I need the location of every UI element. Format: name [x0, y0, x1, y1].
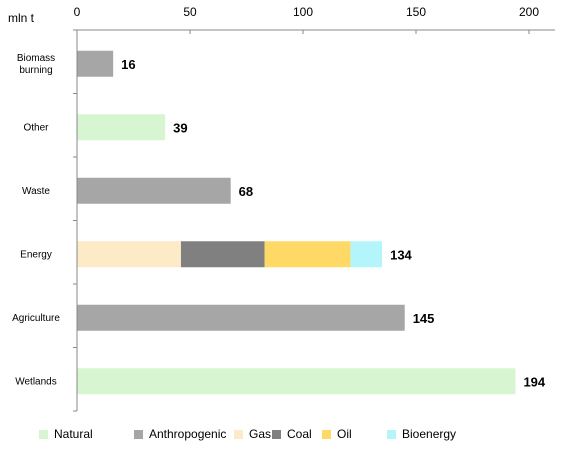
x-tick-label: 150: [406, 5, 426, 19]
legend-label: Oil: [337, 427, 352, 441]
legend-label: Coal: [287, 427, 312, 441]
legend-item-bioenergy: Bioenergy: [387, 424, 456, 444]
category-label: Other: [23, 122, 49, 133]
value-label: 145: [413, 311, 435, 326]
legend-swatch: [39, 429, 48, 439]
legend-item-gas: Gas: [234, 424, 271, 444]
value-label: 16: [121, 57, 135, 72]
category-label: Biomass burning: [17, 53, 55, 76]
legend-item-natural: Natural: [39, 424, 93, 444]
x-axis: 0 50 100 150 200: [74, 5, 539, 34]
legend-item-anthropogenic: Anthropogenic: [134, 424, 226, 444]
x-tick-label: 0: [74, 5, 81, 19]
bar-anthropogenic-biomass-burning: [77, 50, 114, 77]
category-label: Energy: [20, 249, 52, 260]
unit-label: mln t: [8, 11, 35, 25]
x-tick-label: 200: [519, 5, 539, 19]
bar-natural-wetlands: [77, 368, 516, 395]
category-labels: Biomass burning Other Waste Energy Agricultur…: [12, 53, 60, 388]
legend-swatch: [234, 429, 243, 439]
x-tick-label: 100: [293, 5, 313, 19]
value-label: 194: [523, 374, 545, 389]
bar-oil-energy: [264, 241, 351, 268]
legend-label: Anthropogenic: [149, 427, 227, 441]
legend-item-oil: Oil: [322, 424, 352, 444]
y-axis-ticks: [73, 29, 77, 412]
value-label: 68: [239, 184, 253, 199]
bar-gas-energy: [77, 241, 181, 268]
legend-label: Natural: [54, 427, 93, 441]
value-label: 134: [390, 247, 412, 262]
legend-swatch: [322, 429, 331, 439]
bar-bioenergy-energy: [350, 241, 383, 268]
legend-label: Gas: [249, 427, 272, 441]
bars-group: [77, 50, 516, 395]
legend: Natural Anthropogenic Gas Coal Oil Bioenergy: [0, 424, 575, 446]
legend-label: Bioenergy: [402, 427, 457, 441]
legend-swatch: [272, 429, 281, 439]
legend-item-coal: Coal: [272, 424, 312, 444]
legend-swatch: [387, 429, 396, 439]
category-label: Wetlands: [15, 376, 57, 387]
value-label: 39: [173, 120, 187, 135]
value-labels: 16 39 68 134 145 194: [121, 57, 546, 390]
bar-anthropogenic-waste: [77, 177, 231, 204]
legend-swatch: [134, 429, 143, 439]
bar-anthropogenic-agriculture: [77, 304, 405, 331]
bar-natural-other: [77, 114, 166, 141]
x-tick-label: 50: [183, 5, 197, 19]
category-label: Agriculture: [12, 313, 60, 324]
bar-coal-energy: [180, 241, 265, 268]
category-label: Waste: [22, 186, 50, 197]
